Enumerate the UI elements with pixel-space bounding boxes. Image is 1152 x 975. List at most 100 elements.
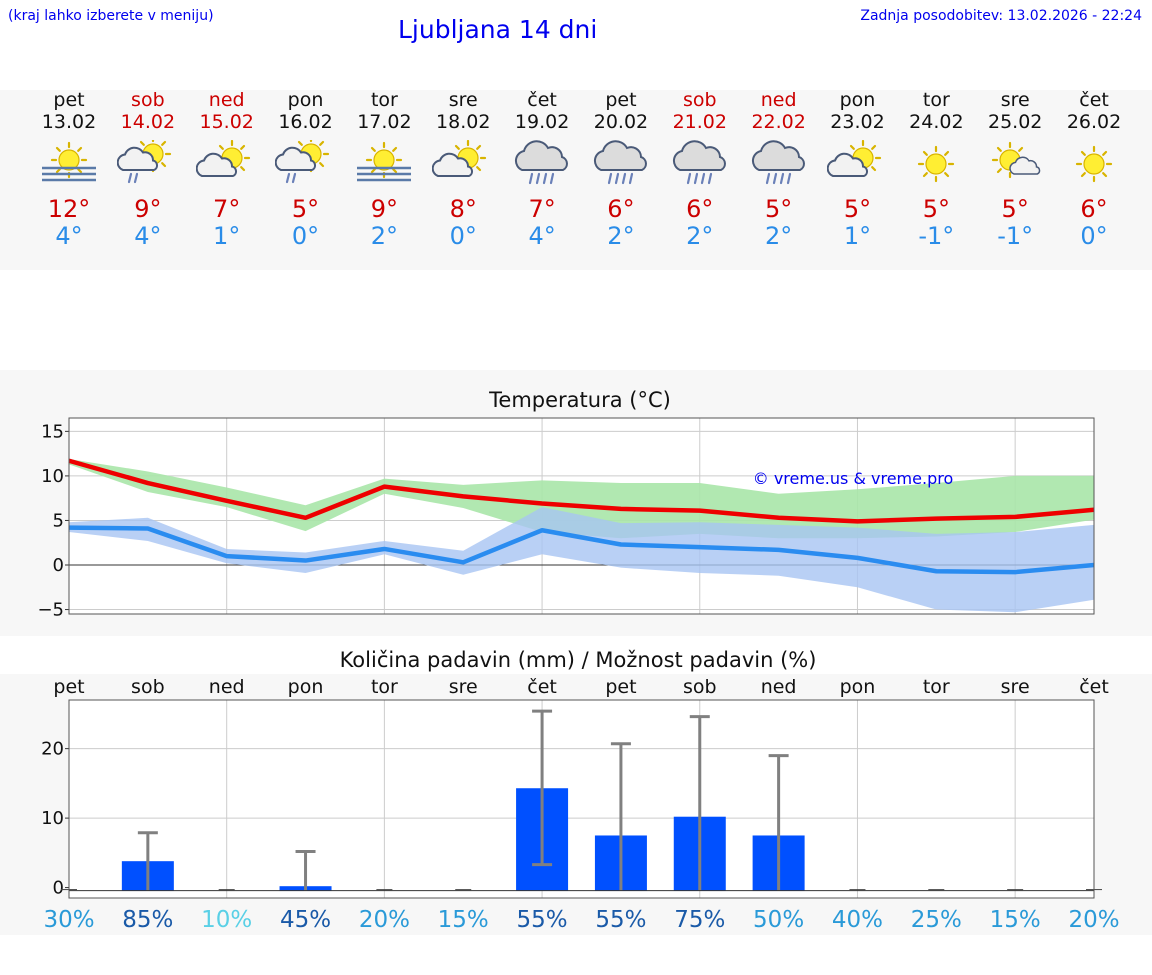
min-temp: 2° (607, 222, 635, 250)
day-column: sre 25.02 5° -1° (976, 89, 1054, 251)
x-category-label: pet (605, 676, 636, 698)
plot-frame (68, 417, 1095, 615)
min-temp: 0° (291, 222, 320, 250)
sun-fog-icon (40, 141, 98, 182)
precip-probability: 15% (990, 907, 1041, 933)
cloud-rain-icon (593, 140, 647, 185)
day-name: sre (1000, 89, 1030, 111)
x-category-label: sre (1001, 676, 1030, 698)
day-name: pon (839, 89, 876, 111)
precip-probability: 40% (832, 907, 883, 933)
max-temp: 5° (843, 195, 872, 223)
page-title: Ljubljana 14 dni (398, 15, 598, 44)
max-temp: 6° (1080, 195, 1108, 223)
day-date: 15.02 (199, 111, 254, 133)
day-name: tor (370, 89, 398, 111)
plot-area (69, 700, 1094, 898)
min-temp: 1° (213, 222, 241, 250)
sun-cloud-icon (432, 140, 487, 177)
precip-error-bar (610, 742, 631, 891)
x-category-label: tor (371, 676, 398, 698)
min-temp: 2° (370, 222, 399, 250)
precip-probability: 15% (438, 907, 489, 933)
precip-error-bar (768, 754, 789, 891)
min-temp: 0° (449, 222, 477, 250)
day-date: 24.02 (909, 111, 964, 133)
day-name: čet (527, 89, 557, 111)
day-name: sob (683, 89, 717, 111)
precip-probability: 10% (201, 907, 252, 933)
precip-error-bar (295, 849, 316, 891)
day-date: 26.02 (1066, 111, 1122, 133)
day-column: čet 26.02 6° 0° (1055, 89, 1133, 251)
max-temp: 5° (291, 195, 320, 223)
day-column: tor 17.02 9° 2° (345, 90, 423, 250)
y-tick-label: −5 (37, 600, 64, 621)
day-column: sob 21.02 6° 2° (661, 89, 739, 251)
chart-title: Količina padavin (mm) / Možnost padavin … (340, 648, 817, 672)
sun-fog-icon (356, 141, 413, 182)
day-name: pet (605, 89, 637, 111)
day-date: 19.02 (514, 111, 570, 133)
precip-probability: 20% (359, 907, 410, 933)
x-category-label: sob (131, 676, 165, 698)
day-column: tor 24.02 5° -1° (897, 90, 975, 251)
location-menu-hint[interactable]: (kraj lahko izberete v meniju) (8, 8, 214, 24)
watermark: © vreme.us & vreme.pro (753, 469, 954, 488)
min-temp: -1° (997, 222, 1034, 250)
day-column: pet 13.02 12° 4° (30, 90, 108, 250)
precip-probability: 45% (280, 907, 331, 933)
x-category-label: sre (449, 676, 478, 698)
sun-cloud-icon (195, 140, 250, 177)
day-name: čet (1079, 89, 1109, 111)
day-column: sob 14.02 9° 4° (109, 90, 187, 250)
day-date: 18.02 (436, 111, 491, 133)
day-date: 23.02 (830, 111, 885, 133)
x-category-label: tor (923, 676, 950, 698)
day-name: ned (208, 89, 245, 111)
day-date: 22.02 (751, 111, 806, 133)
max-temp: 9° (134, 195, 162, 223)
precip-probability: 55% (517, 907, 568, 933)
day-date: 25.02 (987, 111, 1043, 133)
cloud-rain-icon (515, 140, 569, 185)
y-tick-label: 0 (53, 555, 64, 576)
x-category-label: čet (527, 676, 557, 698)
y-tick-label: 10 (41, 466, 64, 487)
day-name: pon (287, 89, 324, 111)
min-temp: 4° (528, 222, 556, 250)
day-column: sre 18.02 8° 0° (424, 90, 502, 250)
max-temp: 6° (686, 195, 714, 223)
cloud-rain-icon (751, 140, 805, 185)
max-temp: 5° (922, 195, 950, 223)
day-name: ned (760, 89, 797, 111)
day-date: 21.02 (672, 111, 727, 133)
min-temp: 2° (686, 222, 714, 250)
min-temp: 0° (1080, 222, 1108, 250)
max-temp-line (68, 458, 1095, 524)
day-date: 14.02 (120, 111, 176, 133)
x-category-label: pon (288, 676, 324, 698)
sun-icon (918, 145, 955, 183)
precip-probability: 75% (674, 907, 725, 933)
day-date: 16.02 (278, 111, 333, 133)
sun-small-cloud-icon (992, 141, 1041, 179)
max-temp: 5° (1001, 195, 1029, 223)
precip-error-bar (689, 715, 710, 891)
x-category-label: pon (840, 676, 876, 698)
min-temp: 4° (55, 222, 83, 250)
y-tick-label: 15 (41, 421, 64, 442)
precipitation-chart: Količina padavin (mm) / Možnost padavin … (41, 648, 1119, 933)
min-range-band (69, 507, 1094, 613)
day-column: ned 15.02 7° 1° (188, 90, 266, 250)
x-category-label: pet (53, 676, 84, 698)
day-column: pon 23.02 5° 1° (819, 90, 897, 250)
sun-cloud-icon (826, 140, 881, 177)
day-name: sre (448, 89, 478, 111)
max-temp: 8° (449, 195, 477, 223)
y-tick-label: 20 (41, 739, 64, 760)
x-category-label: ned (209, 676, 245, 698)
precip-error-bar (532, 709, 553, 867)
min-temp: 4° (134, 222, 162, 250)
sun-icon (1075, 145, 1113, 183)
